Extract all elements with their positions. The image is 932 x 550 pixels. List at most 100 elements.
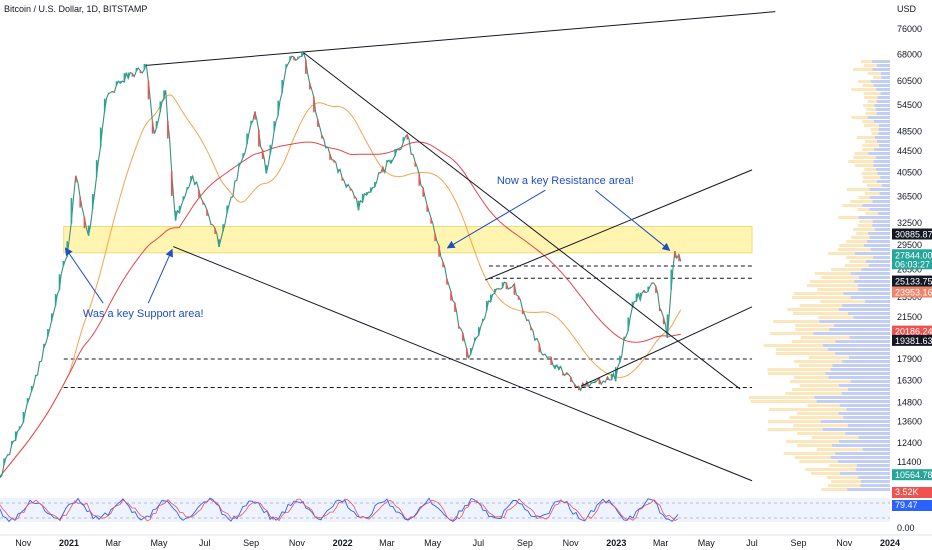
volume-profile-bar-up [867,184,882,187]
candle-down [426,204,428,212]
candle-down [333,160,335,163]
volume-profile-bar-down [880,92,890,95]
volume-profile-bar-down [828,376,890,379]
volume-profile-bar-down [858,436,890,439]
candle-down [530,327,532,331]
candle-down [202,201,204,205]
x-tick-label: Nov [289,538,306,548]
candle-down [214,228,216,234]
price-badge [892,249,932,270]
osc-badge-label: 79.47 [895,500,918,510]
volume-profile-bar-down [858,216,890,219]
volume-profile-bar-up [863,92,881,95]
y-tick-label: 14800 [897,397,922,407]
volume-profile-bar-up [828,252,855,255]
candle-down [651,282,653,284]
volume-profile-bar-down [839,472,890,475]
chart-title: Bitcoin / U.S. Dollar, 1D, BITSTAMP [4,4,147,14]
volume-profile-bar-up [798,364,833,367]
candle-down [586,381,588,387]
volume-profile-bar-down [867,116,890,119]
volume-profile-bar-down [870,80,890,83]
candle-up [34,374,37,377]
candle-up [478,327,480,336]
price-axis[interactable]: 76000 68000 60500 54500 48500 44500 40500 36500… [890,0,932,550]
oscillator-d-line [0,498,679,522]
candle-up [277,100,280,116]
candle-up [470,348,472,355]
candle-up [58,274,61,290]
volume-profile-bar-down [861,268,890,271]
volume-profile-bar-up [794,292,844,295]
volume-profile-bar-up [792,340,836,343]
volume-profile-bar-down [850,272,890,275]
volume-profile-bar-up [872,76,882,79]
volume-profile-bar-down [872,200,890,203]
candle-up [178,205,181,213]
candle-up [610,373,613,380]
volume-profile-bar-up [865,112,877,115]
candle-up [26,398,29,404]
volume-profile-bar-up [870,128,879,131]
candle-up [390,159,392,164]
candle-up [43,343,45,348]
y-tick-label: 12400 [897,438,922,448]
volume-profile-bar-up [862,148,875,151]
candle-down [438,245,440,257]
candle-down [538,343,541,353]
price-badge-label: 23953.16 [895,288,932,298]
volume-profile-bar-down [876,88,890,91]
volume-profile-bar-down [865,260,890,263]
candle-up [594,380,597,383]
candle-down [662,317,665,325]
volume-profile-bar-down [829,328,890,331]
candle-up [30,385,33,392]
volume-profile-bar-up [862,176,881,179]
volume-profile-bar-up [846,188,870,191]
candle-up [230,196,232,198]
candle-down [521,309,524,315]
candle-down [674,251,676,259]
candle-down [75,175,77,183]
x-tick-label: Mar [653,538,669,548]
volume-profile-bar-up [789,416,844,419]
trendline-layer [146,11,776,482]
annotation-arrow [595,189,671,251]
volume-profile-bar-down [870,248,890,251]
volume-profile-bar-up [829,464,857,467]
y-tick-label: 11400 [897,457,921,467]
volume-profile-bar-down [838,440,890,443]
price-badge-countdown: 06:03:27 [895,259,930,269]
time-axis[interactable]: Nov 2021 Mar May Jul Sep Nov 2022 Mar May Jul Sep No… [0,534,932,548]
candle-up [554,364,556,369]
x-tick-label: Nov [836,538,853,548]
price-badge-label: 27844.00 [895,250,932,260]
candle-down [329,153,331,160]
x-tick-label: May [150,538,168,548]
volume-profile-bar-down [854,252,890,255]
level-layer [63,265,753,389]
candle-up [155,121,158,129]
volume-profile-bar-up [767,368,831,371]
volume-profile-bar-up [853,156,876,159]
volume-profile-bar-down [879,192,890,195]
volume-profile-bar-up [789,380,851,383]
volume-profile-bar-down [838,308,890,311]
price-axis-background [890,0,932,550]
volume-profile-bar-up [793,312,849,315]
volume-profile-bar-up [852,68,873,71]
volume-profile-bar-down [834,324,890,327]
volume-profile-bar-down [819,320,890,323]
volume-profile-bar-down [820,420,890,423]
volume-profile-bar-up [809,280,855,283]
volume-profile-bar-up [768,420,821,423]
candle-up [386,160,388,163]
candle-up [226,205,228,214]
candle-down [430,217,432,224]
candle-down [167,120,169,139]
volume-profile-bar-down [850,296,890,299]
candle-up [62,260,65,267]
annotation-resistance: Now a key Resistance area! [497,175,634,187]
moving-averages [0,94,682,477]
